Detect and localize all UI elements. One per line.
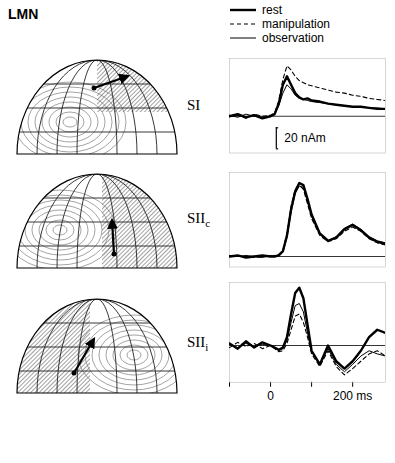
html-text:rest: rest xyxy=(262,3,282,17)
html-text:manipulation: manipulation xyxy=(262,17,330,31)
html-text:LMN: LMN xyxy=(8,6,39,22)
svg-text:20 nAm: 20 nAm xyxy=(284,131,325,145)
html-text:SIIi: SIIi xyxy=(187,334,209,354)
svg-text:200 ms: 200 ms xyxy=(333,389,372,403)
svg-text:0: 0 xyxy=(267,389,274,403)
html-text:SI: SI xyxy=(187,96,201,113)
html-text:SIIc: SIIc xyxy=(187,209,211,229)
html-text:observation: observation xyxy=(262,31,324,45)
